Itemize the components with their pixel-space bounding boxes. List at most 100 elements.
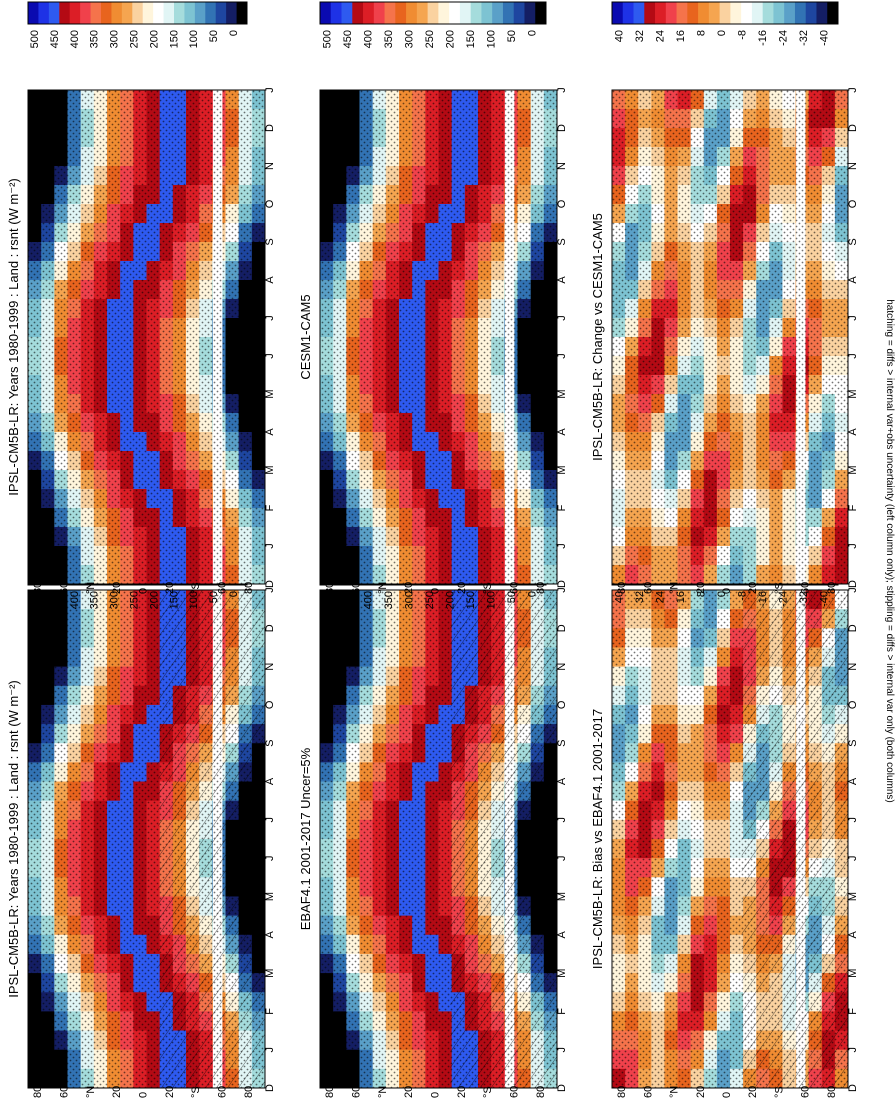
colorbar-swatch — [363, 2, 375, 24]
colorbar-swatch — [513, 2, 525, 24]
month-tick-label: J — [556, 87, 568, 93]
lat-tick-label: 60 — [59, 1086, 71, 1098]
colorbar-swatch — [492, 2, 504, 24]
lat-tick-label: 0 — [430, 588, 442, 594]
lat-tick-label: 0 — [138, 588, 150, 594]
colorbar-swatch — [174, 2, 185, 24]
colorbar-tick-label: 0 — [228, 30, 240, 36]
colorbar-tick-label: 16 — [675, 30, 687, 42]
colorbar-swatch — [622, 2, 634, 24]
colorbar-swatch — [153, 2, 164, 24]
month-tick-label: S — [556, 740, 568, 747]
month-tick-label: A — [556, 428, 568, 436]
lat-tick-label: °N — [85, 582, 97, 594]
colorbar: 40 32 24 16 8 0 -8 -16 -24 -32 -40 — [611, 1, 839, 46]
colorbar-swatch — [794, 2, 807, 24]
lat-tick-label: 80 — [535, 582, 547, 594]
lat-tick-label: 80 — [826, 582, 838, 594]
panel-title: CESM1-CAM5 — [298, 294, 313, 379]
colorbar-tick-label: -40 — [819, 591, 831, 607]
month-tick-label: M — [264, 465, 276, 474]
month-tick-label: O — [556, 700, 568, 709]
lat-tick-label: 80 — [324, 1086, 336, 1098]
month-tick-label: D — [264, 1084, 276, 1092]
colorbar-tick-label: 100 — [188, 30, 200, 48]
lat-tick-label: 80 — [243, 582, 255, 594]
lat-tick-label: 60 — [800, 1086, 812, 1098]
colorbar-tick-label: 8 — [696, 30, 708, 36]
colorbar-tick-label: 0 — [716, 30, 728, 36]
colorbar-frame — [611, 1, 839, 25]
stippling-overlay — [320, 90, 557, 584]
colorbar-tick-label: 450 — [342, 591, 354, 609]
month-tick-label: J — [264, 87, 276, 93]
month-tick-label: O — [264, 199, 276, 208]
colorbar-swatch — [132, 2, 144, 24]
month-tick-label: N — [556, 162, 568, 170]
colorbar-tick-label: 0 — [716, 591, 728, 597]
colorbar-tick-label: 24 — [654, 591, 666, 603]
colorbar-swatch — [698, 2, 710, 24]
month-tick-label: D — [556, 124, 568, 132]
month-tick-label: O — [264, 700, 276, 709]
colorbar-swatch — [633, 2, 645, 24]
colorbar-tick-label: 8 — [696, 591, 708, 597]
lat-tick-label: °N — [669, 1086, 681, 1098]
month-tick-label: J — [556, 353, 568, 359]
colorbar-swatch — [730, 2, 742, 24]
panel-title: IPSL-CM5B-LR: Years 1980-1999 : Land : r… — [6, 680, 21, 998]
month-tick-label: S — [264, 238, 276, 245]
month-tick-label: O — [847, 199, 859, 208]
lat-tick-label: 60 — [509, 1086, 521, 1098]
colorbar-swatch — [80, 2, 91, 24]
colorbar-tick-label: 300 — [109, 30, 121, 48]
colorbar-swatch — [90, 2, 102, 24]
colorbar-tick-label: 150 — [465, 591, 477, 609]
lat-tick-label: °S — [773, 582, 785, 594]
month-tick-label: J — [847, 315, 859, 321]
colorbar-swatch — [352, 2, 364, 24]
month-tick-label: N — [847, 162, 859, 170]
stippling-overlay — [612, 90, 848, 584]
month-tick-label: J — [847, 1047, 859, 1053]
colorbar-swatch — [687, 2, 699, 24]
month-tick-label: A — [264, 777, 276, 785]
hatching-overlay — [450, 590, 558, 1088]
lat-tick-label: °N — [669, 582, 681, 594]
colorbar-swatch — [101, 2, 112, 24]
chart-panel-5: IPSL-CM5B-LR: Bias vs EBAF4.1 2001-2017 8… — [590, 562, 859, 1098]
colorbar-tick-label: 40 — [613, 591, 625, 603]
colorbar-tick-label: 50 — [506, 591, 518, 603]
colorbar-swatch — [28, 2, 39, 24]
colorbar-tick-label: 300 — [404, 591, 416, 609]
lat-tick-label: 0 — [721, 588, 733, 594]
colorbar-swatch — [121, 2, 133, 24]
month-tick-label: D — [847, 624, 859, 632]
colorbar-swatch — [762, 2, 774, 24]
panel-frame — [611, 89, 849, 585]
footer-note: hatching = diffs > internal var+obs unce… — [884, 299, 895, 803]
month-tick-label: A — [556, 276, 568, 284]
month-tick-label: J — [556, 543, 568, 549]
colorbar-swatch — [741, 2, 753, 24]
colorbar-tick-label: 24 — [654, 30, 666, 42]
month-tick-label: A — [556, 930, 568, 938]
colorbar-tick-label: 50 — [208, 591, 220, 603]
month-tick-label: S — [556, 238, 568, 245]
month-tick-label: J — [264, 587, 276, 593]
lat-tick-label: 60 — [800, 582, 812, 594]
month-tick-label: D — [556, 1084, 568, 1092]
month-tick-label: F — [264, 1008, 276, 1015]
month-tick-label: M — [847, 389, 859, 398]
lat-tick-label: 80 — [616, 582, 628, 594]
colorbar-tick-label: 200 — [148, 591, 160, 609]
lat-tick-label: 80 — [243, 1086, 255, 1098]
lat-tick-label: 0 — [721, 1092, 733, 1098]
month-tick-label: A — [847, 276, 859, 284]
lat-tick-label: °N — [85, 1086, 97, 1098]
colorbar-swatch — [205, 2, 217, 24]
panel-title: IPSL-CM5B-LR: Change vs CESM1-CAM5 — [590, 213, 605, 461]
month-tick-label: A — [556, 777, 568, 785]
month-tick-label: M — [556, 389, 568, 398]
